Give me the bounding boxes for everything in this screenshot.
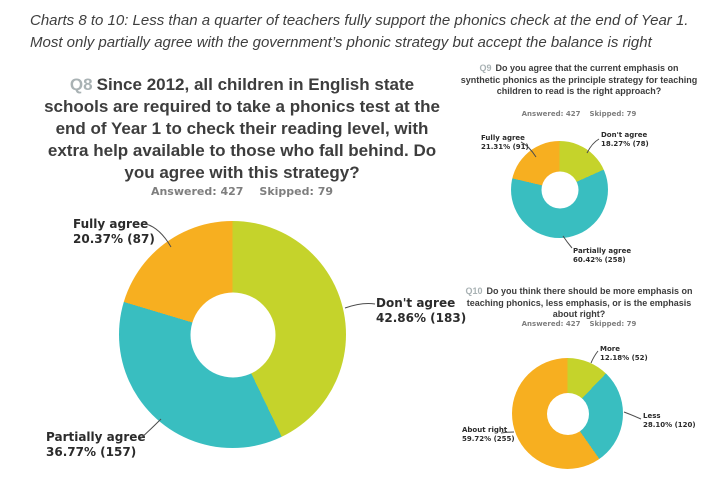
slice-label-q8-fully-agree: Fully agree 20.37% (87) <box>73 217 155 246</box>
slice-value: 21.31% (91) <box>481 142 529 151</box>
skipped-count-q10: Skipped: 79 <box>589 320 637 328</box>
slice-value: 42.86% (183) <box>376 310 467 325</box>
slice-label-q10-less: Less 28.10% (120) <box>643 412 696 429</box>
slice-value: 18.27% (78) <box>601 139 649 148</box>
question-text-q8: Since 2012, all children in English stat… <box>44 75 440 182</box>
slice-label-q10-about-right: About right 59.72% (255) <box>462 426 515 443</box>
answered-count-q9: Answered: 427 <box>521 110 581 118</box>
figure-caption: Charts 8 to 10: Less than a quarter of t… <box>30 10 690 54</box>
skipped-count-q9: Skipped: 79 <box>589 110 637 118</box>
answered-skipped-q10: Answered: 427 Skipped: 79 <box>459 320 699 328</box>
slice-value: 28.10% (120) <box>643 420 696 429</box>
donut-chart-q8 <box>119 221 346 448</box>
answered-count-q10: Answered: 427 <box>521 320 581 328</box>
question-number-q9: Q9 <box>479 63 492 73</box>
donut-chart-q10 <box>512 358 623 469</box>
slice-label-q8-dont-agree: Don't agree 42.86% (183) <box>376 296 466 325</box>
slice-name: Partially agree <box>573 247 632 255</box>
callout-line <box>590 350 599 364</box>
caption-line-1: Charts 8 to 10: Less than a quarter of t… <box>30 12 689 29</box>
slice-value: 60.42% (258) <box>573 255 626 264</box>
slice-label-q10-more: More 12.18% (52) <box>600 345 648 362</box>
slice-name: Don't agree <box>376 296 456 310</box>
slice-label-q8-partially-agree: Partially agree 36.77% (157) <box>46 430 146 459</box>
slice-name: Don't agree <box>601 131 648 139</box>
question-title-q8: Q8 Since 2012, all children in English st… <box>40 74 444 184</box>
slice-value: 36.77% (157) <box>46 444 137 459</box>
slice-name: Less <box>643 412 661 420</box>
question-text-q10: Do you think there should be more emphas… <box>466 286 693 319</box>
callout-line <box>623 411 642 420</box>
donut-chart-q9 <box>511 141 608 238</box>
slice-name: Fully agree <box>481 134 525 142</box>
slice-value: 12.18% (52) <box>600 353 648 362</box>
donut-hole-q9 <box>541 171 578 208</box>
slice-value: 59.72% (255) <box>462 434 515 443</box>
slice-name: Fully agree <box>73 217 149 231</box>
question-title-q10: Q10 Do you think there should be more emp… <box>459 286 699 321</box>
donut-hole-q8 <box>190 292 275 377</box>
answered-skipped-q9: Answered: 427 Skipped: 79 <box>459 110 699 118</box>
skipped-count-q8: Skipped: 79 <box>259 185 334 198</box>
answered-count-q8: Answered: 427 <box>150 185 244 198</box>
question-title-q9: Q9 Do you agree that the current emphasis… <box>459 63 699 98</box>
question-text-q9: Do you agree that the current emphasis o… <box>460 63 698 96</box>
slice-value: 20.37% (87) <box>73 231 155 246</box>
slice-name: Partially agree <box>46 430 146 444</box>
slice-label-q9-fully-agree: Fully agree 21.31% (91) <box>481 134 529 151</box>
callout-line <box>562 235 573 249</box>
slice-label-q9-partially-agree: Partially agree 60.42% (258) <box>573 247 631 264</box>
caption-line-2: Most only partially agree with the gover… <box>30 34 652 51</box>
donut-hole-q10 <box>546 392 589 435</box>
slice-label-q9-dont-agree: Don't agree 18.27% (78) <box>601 131 649 148</box>
answered-skipped-q8: Answered: 427 Skipped: 79 <box>40 185 444 198</box>
slice-name: More <box>600 345 620 353</box>
question-number-q10: Q10 <box>465 286 483 296</box>
slice-name: About right <box>462 426 508 434</box>
question-number-q8: Q8 <box>69 75 93 94</box>
callout-line <box>344 303 376 309</box>
